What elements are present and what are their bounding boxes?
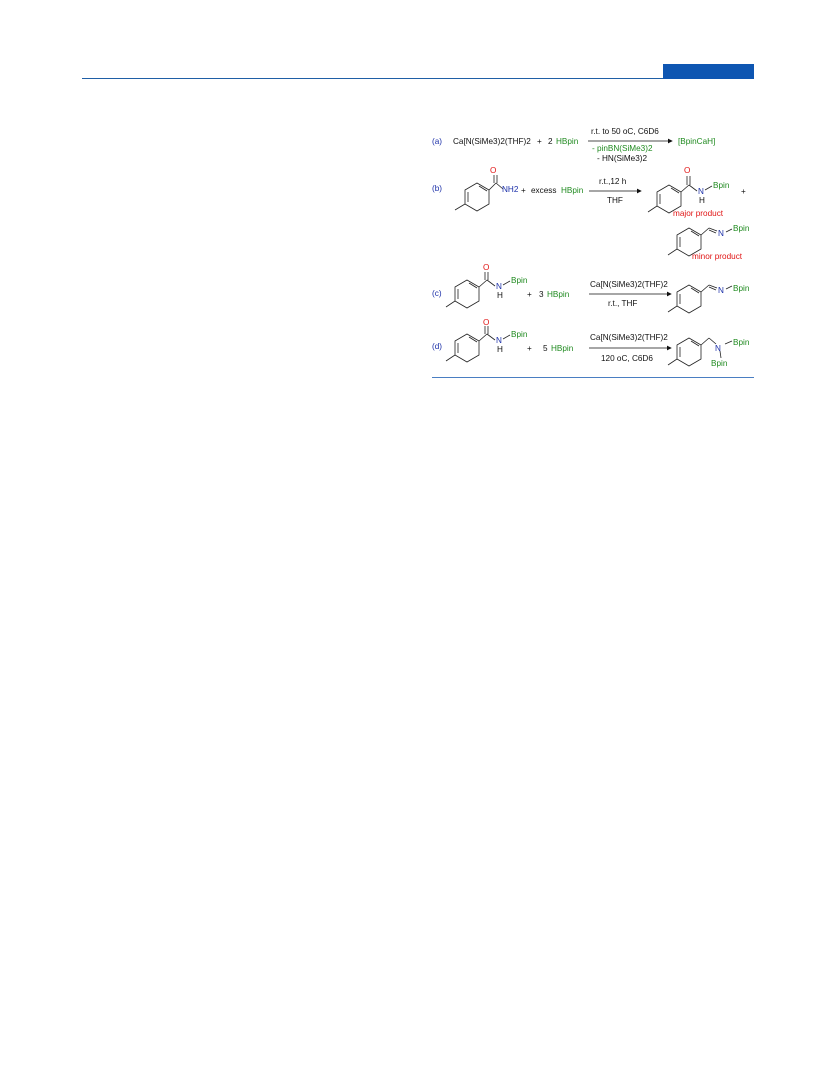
d-reactant-hydrogen: H xyxy=(497,345,503,354)
b-minor-bpin: Bpin xyxy=(733,224,750,233)
c-reactant-oxygen: O xyxy=(483,263,489,272)
c-product-structure xyxy=(667,284,733,314)
c-product-bpin: Bpin xyxy=(733,284,750,293)
b-condition-top: r.t.,12 h xyxy=(599,177,627,186)
b-major-nitrogen: N xyxy=(698,187,704,196)
b-minor-nitrogen: N xyxy=(718,229,724,238)
a-product-bpincah: [BpinCaH] xyxy=(678,137,715,146)
c-reactant-nitrogen: N xyxy=(496,282,502,291)
label-a: (a) xyxy=(432,137,442,146)
d-reactant-bpin: Bpin xyxy=(511,330,528,339)
c-reactant-hydrogen: H xyxy=(497,291,503,300)
b-reactant-oxygen: O xyxy=(490,166,496,175)
b-reactant-structure xyxy=(454,175,504,212)
label-c: (c) xyxy=(432,289,442,298)
c-condition-bot: r.t., THF xyxy=(608,299,637,308)
c-hbpin: HBpin xyxy=(547,290,570,299)
a-condition-bot-1: - pinBN(SiMe3)2 xyxy=(592,144,653,153)
a-hbpin: HBpin xyxy=(556,137,579,146)
d-coefficient: 5 xyxy=(543,344,548,353)
reaction-a: (a) Ca[N(SiMe3)2(THF)2 + 2 HBpin r.t. to… xyxy=(432,127,715,163)
scheme-bottom-rule xyxy=(432,377,754,378)
c-reactant-structure xyxy=(445,272,511,309)
c-plus: + xyxy=(527,290,532,299)
reaction-c: (c) O N H Bpin + 3 HBpin Ca[N(SiMe3)2(TH… xyxy=(432,263,750,314)
c-coefficient: 3 xyxy=(539,290,544,299)
b-minor-product-label: minor product xyxy=(692,252,743,261)
b-condition-bot: THF xyxy=(607,196,623,205)
b-excess: excess xyxy=(531,186,556,195)
d-hbpin: HBpin xyxy=(551,344,574,353)
c-product-nitrogen: N xyxy=(718,286,724,295)
d-condition-bot: 120 oC, C6D6 xyxy=(601,354,653,363)
a-condition-bot-2: - HN(SiMe3)2 xyxy=(597,154,647,163)
label-d: (d) xyxy=(432,342,442,351)
d-product-bpin-2: Bpin xyxy=(711,359,728,368)
d-reactant-structure xyxy=(445,326,511,363)
header-tab xyxy=(663,64,754,79)
b-plus-2: + xyxy=(741,187,746,196)
b-major-product-structure xyxy=(647,176,713,214)
b-minor-product-structure xyxy=(667,227,733,257)
b-major-product-label: major product xyxy=(673,209,724,218)
b-reactant-nh2: NH2 xyxy=(502,185,519,194)
c-condition-top: Ca[N(SiMe3)2(THF)2 xyxy=(590,280,668,289)
label-b: (b) xyxy=(432,184,442,193)
b-major-bpin: Bpin xyxy=(713,181,730,190)
a-condition-top: r.t. to 50 oC, C6D6 xyxy=(591,127,659,136)
a-plus: + xyxy=(537,137,542,146)
b-plus: + xyxy=(521,186,526,195)
header-rule xyxy=(82,78,754,79)
d-product-structure xyxy=(667,337,733,367)
b-major-oxygen: O xyxy=(684,166,690,175)
reaction-d: (d) O N H Bpin + 5 HBpin Ca[N(SiMe3)2(TH… xyxy=(432,318,750,368)
b-hbpin: HBpin xyxy=(561,186,584,195)
d-product-nitrogen: N xyxy=(715,344,721,353)
d-product-bpin-1: Bpin xyxy=(733,338,750,347)
c-reactant-bpin: Bpin xyxy=(511,276,528,285)
d-plus: + xyxy=(527,344,532,353)
a-reagent-calcium-amide: Ca[N(SiMe3)2(THF)2 xyxy=(453,137,531,146)
a-coefficient: 2 xyxy=(548,137,553,146)
d-reactant-nitrogen: N xyxy=(496,336,502,345)
d-reactant-oxygen: O xyxy=(483,318,489,327)
d-condition-top: Ca[N(SiMe3)2(THF)2 xyxy=(590,333,668,342)
b-major-hydrogen: H xyxy=(699,196,705,205)
reaction-b: (b) O NH2 + excess HBpin r.t.,12 h THF xyxy=(432,166,750,261)
